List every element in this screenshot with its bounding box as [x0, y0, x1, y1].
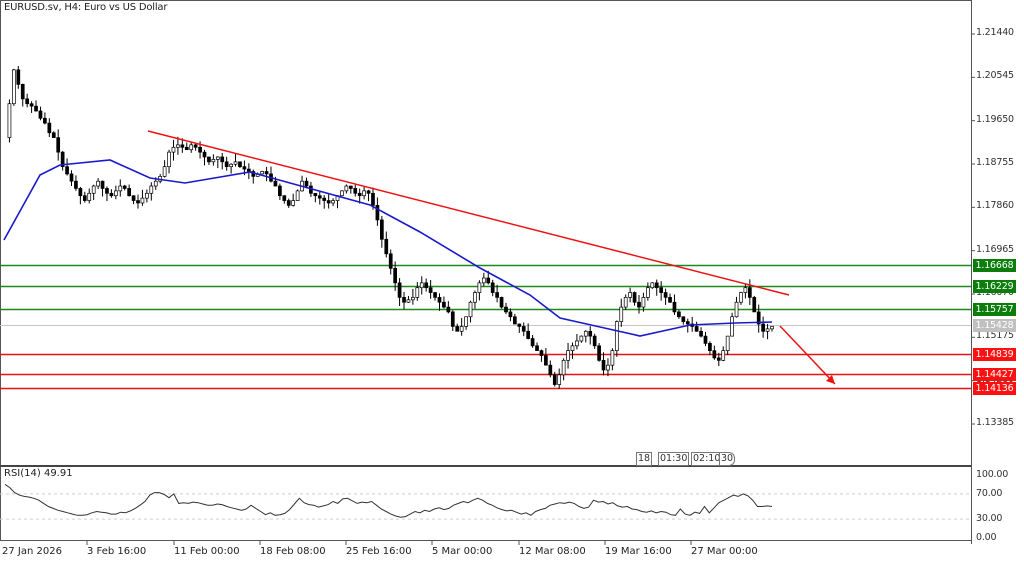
chart-title: EURUSD.sv, H4: Euro vs US Dollar: [4, 2, 168, 13]
down-arrow-line: [779, 325, 836, 385]
price-tick-label: 1.18755: [976, 156, 1014, 168]
time-tick-label: 11 Feb 00:00: [174, 546, 240, 557]
time-marker-3: 02:10: [691, 452, 723, 466]
moving-average-line: [3, 159, 773, 337]
price-tick-label: 1.19650: [976, 113, 1014, 125]
time-marker-1: 18: [636, 452, 653, 466]
arrow-head-icon: [826, 375, 835, 384]
level-tag-resistance: 1.16229: [973, 280, 1016, 294]
time-tick-label: 27 Jan 2026: [2, 546, 62, 557]
level-tag-support: 1.14427: [973, 367, 1016, 381]
time-tick-label: 19 Mar 16:00: [605, 546, 672, 557]
time-marker-4: 30: [719, 452, 736, 466]
price-tick-label: 1.13385: [976, 416, 1014, 428]
rsi-tick-label: 70.00: [976, 487, 1003, 499]
time-tick-label: 25 Feb 16:00: [346, 546, 412, 557]
candles: [7, 65, 774, 389]
time-tick-label: 3 Feb 16:00: [87, 546, 147, 557]
time-marker-2: 01:30: [658, 452, 690, 466]
time-tick-label: 27 Mar 00:00: [691, 546, 758, 557]
level-tag-resistance: 1.16668: [973, 259, 1016, 273]
price-tick-label: 1.20545: [976, 70, 1014, 82]
level-tag-support: 1.14136: [973, 381, 1016, 395]
time-tick-label: 5 Mar 00:00: [432, 546, 493, 557]
time-tick-label: 18 Feb 08:00: [260, 546, 326, 557]
rsi-tick-label: 30.00: [976, 513, 1003, 525]
trendline: [147, 130, 790, 296]
time-tick-label: 12 Mar 08:00: [519, 546, 586, 557]
price-tick-label: 1.15175: [976, 330, 1014, 342]
level-tag-resistance: 1.15757: [973, 303, 1016, 317]
level-tag-support: 1.14839: [973, 347, 1016, 361]
rsi-label: RSI(14) 49.91: [4, 468, 73, 479]
rsi-line: [4, 483, 773, 518]
price-tick-label: 1.16965: [976, 243, 1014, 255]
price-tick-label: 1.21440: [976, 27, 1014, 38]
price-tick-label: 1.17860: [976, 200, 1014, 212]
level-tag-current: 1.15428: [973, 319, 1016, 333]
rsi-tick-label: 0.00: [976, 532, 997, 543]
rsi-tick-label: 100.00: [976, 469, 1009, 480]
